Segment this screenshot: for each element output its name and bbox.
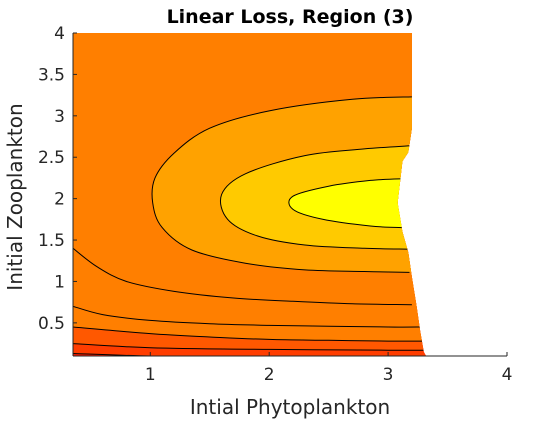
contour-line xyxy=(73,353,424,356)
y-tick-label: 3 xyxy=(54,107,65,127)
y-tick-label: 3.5 xyxy=(38,65,65,85)
x-axis-label: Intial Phytoplankton xyxy=(190,395,390,419)
contour-line xyxy=(73,326,424,342)
y-tick-label: 2 xyxy=(54,190,65,210)
x-tick-label: 3 xyxy=(383,365,394,385)
plot-area xyxy=(73,33,427,356)
x-tick-label: 2 xyxy=(264,365,275,385)
contour-line xyxy=(288,178,404,229)
contour-line xyxy=(73,343,424,351)
contour-line xyxy=(73,247,412,306)
y-tick-label: 0.5 xyxy=(38,314,65,334)
chart-title: Linear Loss, Region (3) xyxy=(167,6,414,28)
contour-line xyxy=(219,145,412,250)
y-axis-label: Initial Zooplankton xyxy=(3,103,27,290)
contour-line xyxy=(73,305,424,328)
x-tick-label: 4 xyxy=(502,365,513,385)
y-tick-label: 2.5 xyxy=(38,148,65,168)
y-tick-label: 4 xyxy=(54,24,65,44)
axes: 1 2 3 4 0.5 1 1.5 2 2.5 3 3.5 4 xyxy=(38,24,512,385)
contour-line xyxy=(151,96,415,273)
y-tick-label: 1 xyxy=(54,272,65,292)
x-tick-label: 1 xyxy=(145,365,156,385)
filled-contours xyxy=(73,33,427,356)
y-tick-label: 1.5 xyxy=(38,231,65,251)
